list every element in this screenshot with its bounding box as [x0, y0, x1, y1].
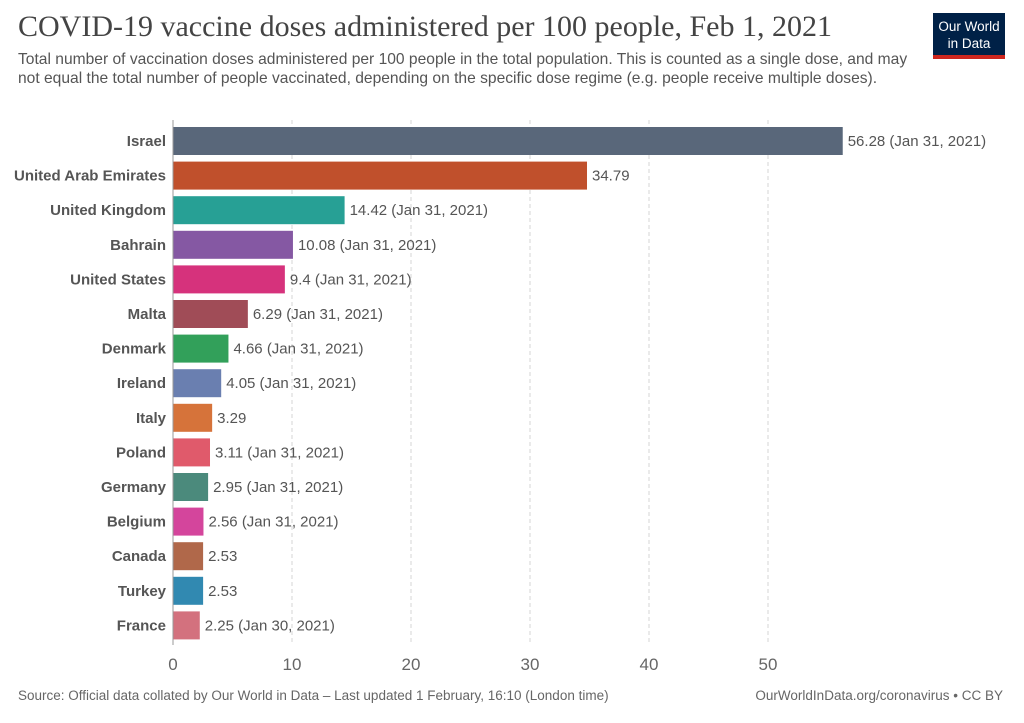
category-label: United States [70, 271, 166, 288]
data-label: 3.29 [217, 410, 246, 427]
bar [173, 369, 222, 398]
data-label: 10.08 (Jan 31, 2021) [298, 237, 436, 254]
data-label: 2.95 (Jan 31, 2021) [213, 479, 343, 496]
bar [173, 403, 213, 432]
data-label: 14.42 (Jan 31, 2021) [350, 202, 488, 219]
category-label: Belgium [107, 514, 166, 531]
credit-link[interactable]: OurWorldInData.org/coronavirus • CC BY [755, 688, 1003, 703]
x-tick-label: 0 [168, 655, 177, 674]
data-label: 2.53 [208, 548, 237, 565]
category-label: Poland [116, 444, 166, 461]
data-label: 4.66 (Jan 31, 2021) [233, 341, 363, 358]
bar [173, 300, 248, 328]
data-label: 34.79 [592, 168, 630, 185]
category-label: Denmark [102, 341, 167, 358]
bar [173, 196, 345, 225]
x-tick-label: 50 [759, 655, 778, 674]
bar [173, 576, 204, 605]
owid-logo[interactable]: Our World in Data [933, 13, 1005, 59]
source-note: Source: Official data collated by Our Wo… [18, 688, 609, 703]
bar [173, 611, 200, 640]
data-label: 9.4 (Jan 31, 2021) [290, 271, 412, 288]
logo-line-1: Our World [938, 19, 1000, 34]
chart-subtitle: Total number of vaccination doses admini… [18, 51, 908, 87]
data-label: 6.29 (Jan 31, 2021) [253, 306, 383, 323]
x-tick-label: 30 [521, 655, 540, 674]
bar [173, 334, 229, 363]
bar [173, 161, 588, 190]
bar [173, 438, 211, 467]
data-label: 3.11 (Jan 31, 2021) [215, 444, 344, 461]
data-label: 2.56 (Jan 31, 2021) [208, 514, 338, 531]
logo-line-2: in Data [947, 36, 991, 51]
chart-title: COVID-19 vaccine doses administered per … [18, 10, 832, 43]
x-tick-label: 20 [402, 655, 421, 674]
data-label: 4.05 (Jan 31, 2021) [226, 375, 356, 392]
bar [173, 507, 204, 536]
data-label: 56.28 (Jan 31, 2021) [848, 133, 986, 150]
category-label: United Arab Emirates [14, 168, 166, 185]
bar [173, 473, 209, 501]
category-label: Germany [101, 479, 167, 496]
category-label: Italy [136, 410, 167, 427]
category-label: Bahrain [110, 237, 166, 254]
category-label: Israel [127, 133, 166, 150]
category-label: France [117, 617, 166, 634]
data-label: 2.25 (Jan 30, 2021) [205, 617, 335, 634]
category-label: Ireland [117, 375, 166, 392]
bar [173, 265, 285, 294]
category-label: Canada [112, 548, 167, 565]
data-label: 2.53 [208, 583, 237, 600]
category-label: Malta [128, 306, 167, 323]
bar [173, 230, 293, 259]
category-label: United Kingdom [50, 202, 166, 219]
x-tick-label: 10 [283, 655, 302, 674]
bar [173, 542, 204, 571]
bar [173, 127, 843, 155]
x-tick-label: 40 [640, 655, 659, 674]
category-label: Turkey [118, 583, 167, 600]
